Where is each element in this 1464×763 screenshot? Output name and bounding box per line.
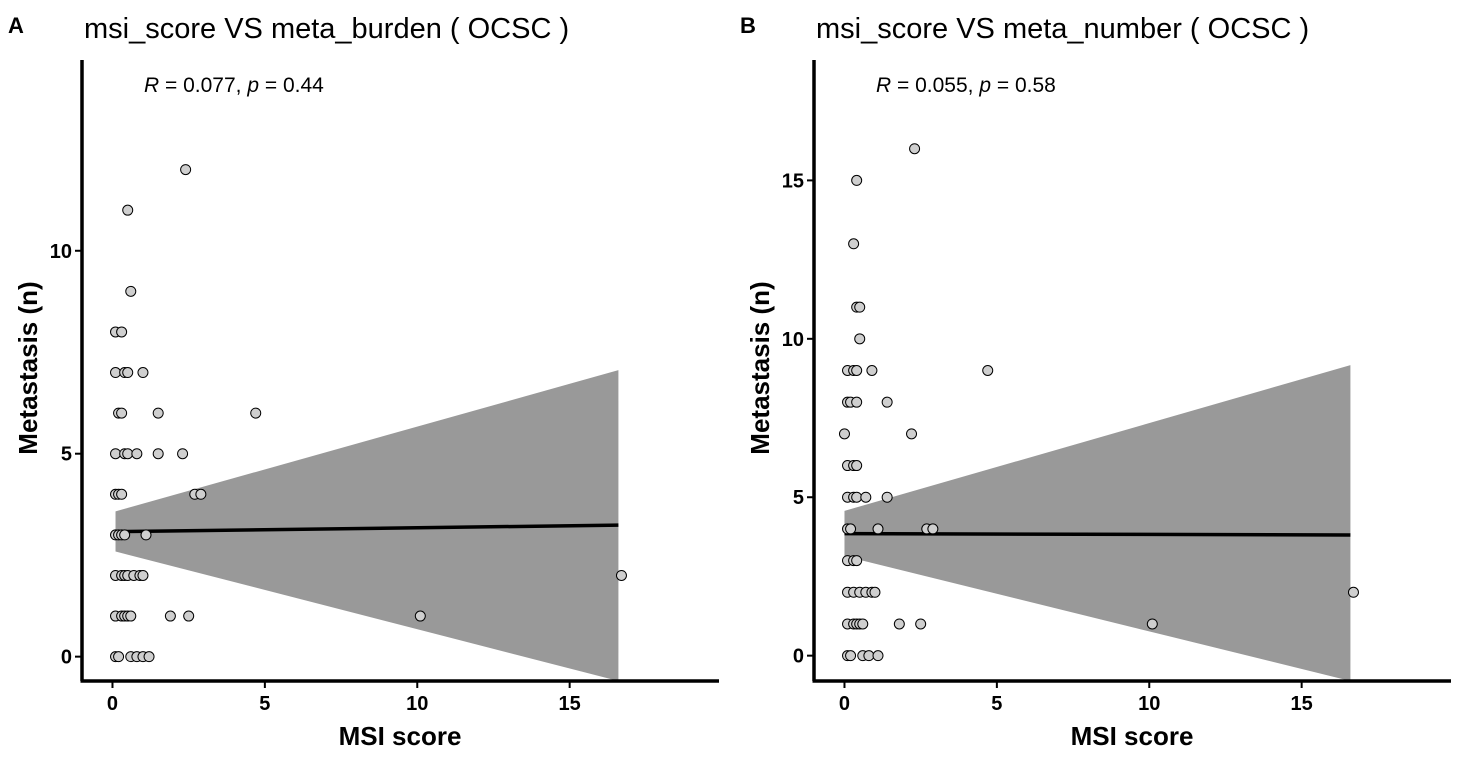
chart-title: msi_score VS meta_number ( OCSC ) xyxy=(816,13,1309,45)
data-point xyxy=(110,448,122,460)
data-point xyxy=(195,488,207,500)
data-point xyxy=(152,407,164,419)
regression-line xyxy=(115,523,619,534)
y-tick-label: 15 xyxy=(782,170,804,192)
data-point xyxy=(872,523,884,535)
x-tick-label: 0 xyxy=(107,693,118,715)
confidence-band xyxy=(844,365,1351,681)
y-tick-label: 0 xyxy=(61,647,72,669)
data-point xyxy=(122,448,134,460)
y-tick-label: 5 xyxy=(793,487,804,509)
data-point xyxy=(1347,586,1359,598)
data-point xyxy=(113,651,125,663)
data-point xyxy=(915,618,927,630)
p-label: p xyxy=(978,74,991,97)
confidence-band xyxy=(115,370,619,681)
data-point xyxy=(250,407,262,419)
data-point xyxy=(893,618,905,630)
data-point xyxy=(866,365,878,376)
data-point xyxy=(854,333,866,345)
correlation-annotation: R = 0.055, p = 0.58 xyxy=(876,74,1056,97)
x-axis-title: MSI score xyxy=(339,721,462,751)
data-point xyxy=(906,428,918,440)
data-point xyxy=(164,610,176,622)
data-point xyxy=(116,488,128,500)
correlation-annotation: R = 0.077, p = 0.44 xyxy=(144,74,324,97)
data-point xyxy=(414,610,426,622)
data-point xyxy=(848,238,860,250)
p-value: = 0.58 xyxy=(991,74,1056,97)
chart-title: msi_score VS meta_burden ( OCSC ) xyxy=(84,13,569,45)
panel-a: A msi_score VS meta_burden ( OCSC ) R = … xyxy=(8,13,719,751)
p-label: p xyxy=(246,74,259,97)
data-point xyxy=(851,460,863,472)
r-value: = 0.077, xyxy=(159,74,247,97)
data-point xyxy=(116,407,128,419)
data-point xyxy=(851,555,863,567)
data-point xyxy=(143,651,155,663)
data-point xyxy=(845,650,857,662)
data-point xyxy=(137,367,149,379)
data-point xyxy=(857,618,869,630)
data-point xyxy=(116,326,128,338)
data-point xyxy=(615,569,627,581)
data-point xyxy=(122,204,134,216)
data-point xyxy=(125,285,137,297)
x-tick-label: 10 xyxy=(406,693,428,715)
r-label: R xyxy=(144,74,159,97)
panel-b: B msi_score VS meta_number ( OCSC ) R = … xyxy=(740,13,1451,751)
y-axis-title: Metastasis (n) xyxy=(745,281,775,454)
data-point xyxy=(927,523,939,535)
data-point xyxy=(152,448,164,460)
data-point xyxy=(119,529,131,541)
data-point xyxy=(881,491,893,503)
y-tick-label: 10 xyxy=(50,241,72,263)
data-point xyxy=(177,448,189,460)
data-point xyxy=(863,650,875,662)
data-point xyxy=(851,174,863,186)
data-point xyxy=(122,367,134,379)
data-point xyxy=(851,491,863,503)
data-point xyxy=(872,650,884,662)
data-point xyxy=(845,523,857,535)
data-point xyxy=(881,396,893,408)
data-point xyxy=(860,491,872,503)
data-point xyxy=(851,365,863,376)
r-value: = 0.055, xyxy=(891,74,979,97)
y-tick-label: 10 xyxy=(782,329,804,351)
x-tick-label: 15 xyxy=(1291,693,1313,715)
x-tick-label: 10 xyxy=(1138,693,1160,715)
x-tick-label: 15 xyxy=(559,693,581,715)
r-label: R xyxy=(876,74,891,97)
y-tick-label: 5 xyxy=(61,444,72,466)
data-point xyxy=(137,569,149,581)
data-point xyxy=(183,610,195,622)
panel-label: B xyxy=(740,13,756,38)
data-point xyxy=(869,586,881,598)
data-point xyxy=(854,301,866,313)
y-tick-label: 0 xyxy=(793,646,804,668)
data-point xyxy=(125,610,137,622)
data-point xyxy=(110,367,122,379)
data-point xyxy=(982,365,994,376)
data-point xyxy=(1146,618,1158,630)
data-point xyxy=(140,529,152,541)
x-tick-label: 5 xyxy=(991,693,1002,715)
data-point xyxy=(180,164,192,176)
data-point xyxy=(851,396,863,408)
regression-line xyxy=(844,531,1351,537)
panel-label: A xyxy=(8,13,24,38)
p-value: = 0.44 xyxy=(259,74,324,97)
x-tick-label: 5 xyxy=(259,693,270,715)
x-tick-label: 0 xyxy=(839,693,850,715)
data-point xyxy=(838,428,850,440)
x-axis-title: MSI score xyxy=(1071,721,1194,751)
data-point xyxy=(909,143,921,155)
y-axis-title: Metastasis (n) xyxy=(13,281,43,454)
data-point xyxy=(131,448,143,460)
